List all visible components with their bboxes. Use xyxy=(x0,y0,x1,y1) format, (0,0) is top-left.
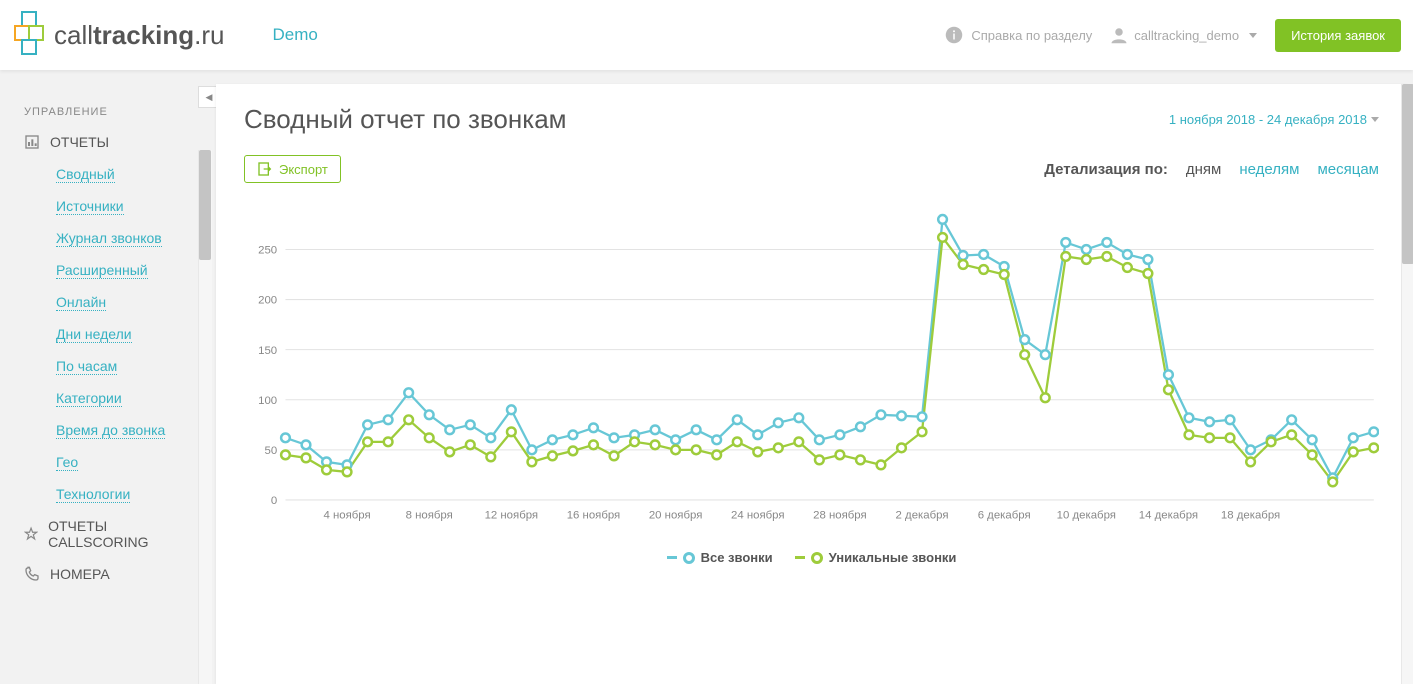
sidebar-item-callscoring[interactable]: ОТЧЕТЫ CALLSCORING xyxy=(0,510,216,558)
tab-weeks[interactable]: неделям xyxy=(1239,161,1299,178)
svg-text:2 декабря: 2 декабря xyxy=(896,510,949,522)
svg-text:20 ноября: 20 ноября xyxy=(649,510,703,522)
sidebar-sub-0[interactable]: Сводный xyxy=(0,158,216,190)
info-icon xyxy=(945,26,963,44)
phone-icon xyxy=(24,566,40,582)
sidebar-item-label: НОМЕРА xyxy=(50,566,110,582)
svg-text:16 ноября: 16 ноября xyxy=(567,510,621,522)
user-menu[interactable]: calltracking_demo xyxy=(1110,26,1257,44)
sidebar-sub-5[interactable]: Дни недели xyxy=(0,318,216,350)
logo-icon xyxy=(12,10,48,61)
chevron-down-icon xyxy=(1371,117,1379,122)
tab-days[interactable]: дням xyxy=(1186,161,1221,178)
svg-text:10 декабря: 10 декабря xyxy=(1057,510,1116,522)
export-label: Экспорт xyxy=(279,162,328,177)
logo-text: calltracking.ru xyxy=(54,20,225,51)
sidebar-sub-10[interactable]: Технологии xyxy=(0,478,216,510)
svg-text:8 ноября: 8 ноября xyxy=(406,510,453,522)
chart-legend: Все звонки Уникальные звонки xyxy=(244,550,1379,565)
brand-logo[interactable]: calltracking.ru xyxy=(12,10,225,61)
page-title: Сводный отчет по звонкам xyxy=(244,104,567,135)
sidebar-sub-1[interactable]: Источники xyxy=(0,190,216,222)
sidebar-sub-6[interactable]: По часам xyxy=(0,350,216,382)
star-icon xyxy=(24,526,38,542)
history-button[interactable]: История заявок xyxy=(1275,19,1401,52)
sidebar-section-manage: УПРАВЛЕНИЕ xyxy=(0,98,216,126)
main-card: Сводный отчет по звонкам 1 ноября 2018 -… xyxy=(216,84,1407,684)
sidebar: УПРАВЛЕНИЕ ОТЧЕТЫ СводныйИсточникиЖурнал… xyxy=(0,70,216,684)
calls-chart: 0 50 100 150 200 250 4 ноября 8 ноября 12 ноября… xyxy=(244,189,1379,536)
user-name: calltracking_demo xyxy=(1134,28,1239,43)
svg-text:24 ноября: 24 ноября xyxy=(731,510,785,522)
detail-label: Детализация по: xyxy=(1044,161,1168,178)
svg-text:4 ноября: 4 ноября xyxy=(323,510,370,522)
help-label: Справка по разделу xyxy=(971,28,1092,43)
svg-text:150: 150 xyxy=(258,345,277,357)
sidebar-item-reports[interactable]: ОТЧЕТЫ xyxy=(0,126,216,158)
legend-item-unique[interactable]: Уникальные звонки xyxy=(795,550,957,565)
export-icon xyxy=(257,161,273,177)
sidebar-sub-9[interactable]: Гео xyxy=(0,446,216,478)
sidebar-sub-7[interactable]: Категории xyxy=(0,382,216,414)
chevron-down-icon xyxy=(1249,33,1257,38)
tab-months[interactable]: месяцам xyxy=(1317,161,1379,178)
svg-text:12 ноября: 12 ноября xyxy=(485,510,539,522)
sidebar-sub-4[interactable]: Онлайн xyxy=(0,286,216,318)
export-button[interactable]: Экспорт xyxy=(244,155,341,183)
demo-link[interactable]: Demo xyxy=(273,25,318,45)
svg-text:50: 50 xyxy=(264,445,277,457)
sidebar-item-numbers[interactable]: НОМЕРА xyxy=(0,558,216,590)
help-link[interactable]: Справка по разделу xyxy=(945,26,1092,44)
sidebar-scrollbar[interactable] xyxy=(198,150,212,684)
svg-text:100: 100 xyxy=(258,395,277,407)
svg-text:250: 250 xyxy=(258,245,277,257)
main-scrollbar[interactable] xyxy=(1401,84,1413,684)
sidebar-sub-2[interactable]: Журнал звонков xyxy=(0,222,216,254)
top-header: calltracking.ru Demo Справка по разделу … xyxy=(0,0,1413,70)
svg-text:200: 200 xyxy=(258,295,277,307)
reports-icon xyxy=(24,134,40,150)
user-icon xyxy=(1110,26,1128,44)
svg-text:28 ноября: 28 ноября xyxy=(813,510,867,522)
svg-text:18 декабря: 18 декабря xyxy=(1221,510,1280,522)
svg-text:14 декабря: 14 декабря xyxy=(1139,510,1198,522)
svg-text:6 декабря: 6 декабря xyxy=(978,510,1031,522)
sidebar-item-label: ОТЧЕТЫ CALLSCORING xyxy=(48,518,192,550)
legend-item-all[interactable]: Все звонки xyxy=(667,550,773,565)
detail-tabs: Детализация по: дням неделям месяцам xyxy=(1044,161,1379,178)
sidebar-sub-8[interactable]: Время до звонка xyxy=(0,414,216,446)
sidebar-sub-3[interactable]: Расширенный xyxy=(0,254,216,286)
sidebar-item-label: ОТЧЕТЫ xyxy=(50,134,109,150)
svg-text:0: 0 xyxy=(271,495,277,507)
date-range-picker[interactable]: 1 ноября 2018 - 24 декабря 2018 xyxy=(1169,112,1379,127)
